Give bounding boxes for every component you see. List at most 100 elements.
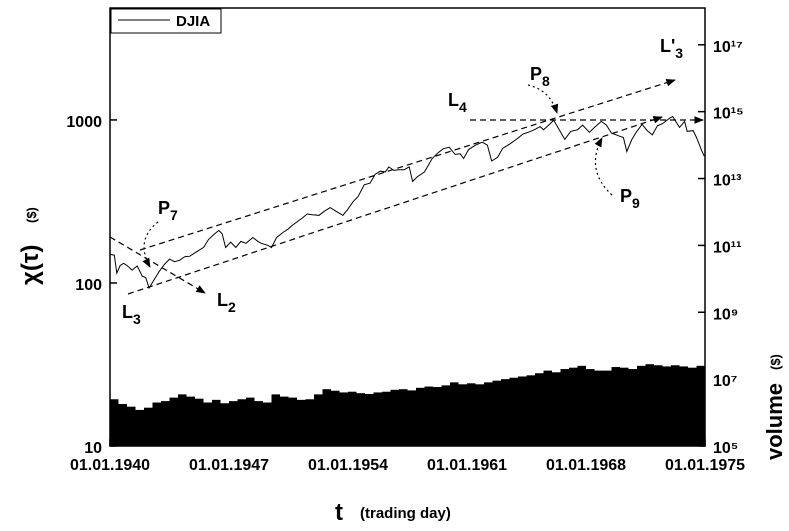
- djia-line: [109, 115, 705, 290]
- volume-bar: [356, 393, 365, 446]
- y-tick-label: 100: [75, 277, 102, 294]
- annotation-text: L': [660, 36, 675, 56]
- annotation: L3: [122, 302, 141, 327]
- volume-bar: [246, 397, 255, 446]
- volume-bar: [254, 401, 263, 446]
- volume-bar: [110, 399, 119, 446]
- volume-bar: [144, 407, 153, 446]
- annotation-sub: 3: [133, 311, 141, 327]
- volume-bar: [203, 402, 212, 446]
- volume-bar: [331, 390, 340, 446]
- y2-axis-title: volume ($): [762, 354, 787, 460]
- volume-bar: [263, 402, 272, 446]
- volume-bar: [671, 365, 680, 446]
- volume-bar: [441, 385, 450, 446]
- volume-bar: [603, 370, 612, 446]
- volume-bar: [118, 404, 127, 446]
- volume-bar: [645, 364, 654, 446]
- volume-bar: [365, 393, 374, 446]
- volume-bar: [475, 384, 484, 446]
- volume-bar: [339, 392, 348, 446]
- volume-bar: [518, 376, 527, 446]
- volume-bar: [314, 394, 323, 446]
- volume-bar: [195, 398, 204, 446]
- volume-bar: [484, 382, 493, 446]
- y2-tick-label: 10¹³: [713, 173, 741, 190]
- y2-tick-label: 10⁷: [713, 373, 737, 390]
- volume-bar: [577, 365, 586, 446]
- volume-bar: [127, 406, 136, 446]
- volume-bar: [152, 402, 161, 446]
- volume-bar: [220, 403, 229, 446]
- volume-bar: [416, 387, 425, 446]
- y2-tick-label: 10¹⁵: [713, 106, 744, 123]
- y-tick-label: 10: [84, 440, 102, 457]
- legend: DJIA: [110, 8, 222, 34]
- y-label: χ(τ): [17, 244, 44, 285]
- annotation-sub: 4: [459, 99, 467, 115]
- volume-bar: [271, 394, 280, 446]
- x-tick-label: 01.01.1975: [665, 457, 745, 474]
- volume-bar: [569, 367, 578, 446]
- y2-unit: ($): [768, 354, 783, 370]
- x-tick-label: 01.01.1968: [546, 457, 626, 474]
- volume-bar: [501, 379, 510, 446]
- volume-bar: [450, 382, 459, 446]
- annotation-sub: 2: [228, 299, 236, 315]
- volume-bar: [433, 387, 442, 446]
- annotation: P9: [620, 186, 640, 211]
- volume-bar: [526, 375, 535, 446]
- volume-bar: [586, 369, 595, 446]
- volume-bar: [509, 377, 518, 446]
- annotation-text: L: [448, 90, 459, 110]
- volume-bar: [297, 399, 306, 446]
- volume-bar: [169, 397, 178, 446]
- annotation: L4: [448, 90, 467, 115]
- volume-bar: [161, 401, 170, 446]
- volume-bar: [535, 373, 544, 446]
- volume-bar: [543, 370, 552, 446]
- annotation-text: P: [620, 186, 632, 206]
- trend-line: [139, 78, 676, 251]
- volume-bar: [399, 389, 408, 446]
- volume-bar: [407, 390, 416, 446]
- volume-bar: [424, 386, 433, 446]
- volume-bar: [492, 380, 501, 446]
- volume-bar: [280, 396, 289, 446]
- pointer: [142, 221, 159, 268]
- volume-bar: [594, 370, 603, 446]
- annotation: L'3: [660, 36, 683, 61]
- volume-bar: [186, 396, 195, 446]
- volume-bar: [637, 365, 646, 446]
- annotation-sub: 3: [675, 45, 683, 61]
- trend-lines: [109, 78, 704, 295]
- volume-bar: [679, 366, 688, 446]
- y2-tick-label: 10⁹: [713, 306, 738, 323]
- plot-frame: [109, 7, 706, 447]
- volume-bar: [458, 384, 467, 446]
- y2-label: volume: [762, 383, 787, 460]
- pointer: [527, 84, 559, 114]
- x-tick-label: 01.01.1961: [427, 457, 507, 474]
- volume-bar: [382, 391, 391, 446]
- x-label: t: [335, 499, 343, 526]
- volume-bar: [390, 389, 399, 446]
- volume-bar: [688, 367, 697, 446]
- volume-bars: [110, 364, 705, 446]
- y2-tick-label: 10¹¹: [713, 239, 741, 256]
- annotation-text: P: [530, 64, 542, 84]
- annotation-sub: 8: [542, 73, 550, 89]
- legend-label: DJIA: [176, 13, 210, 30]
- volume-bar: [288, 397, 297, 446]
- x-tick-label: 01.01.1947: [189, 457, 269, 474]
- annotation: P8: [530, 64, 550, 89]
- annotation-sub: 9: [632, 195, 640, 211]
- annotation: P7: [158, 198, 178, 223]
- volume-bar: [654, 365, 663, 446]
- x-unit: (trading day): [360, 505, 451, 522]
- y-tick-label: 1000: [66, 114, 102, 131]
- y-unit: ($): [24, 207, 39, 223]
- y-axis-title: χ(τ) ($): [17, 207, 44, 285]
- annotation: L2: [217, 290, 236, 315]
- x-tick-label: 01.01.1940: [70, 457, 150, 474]
